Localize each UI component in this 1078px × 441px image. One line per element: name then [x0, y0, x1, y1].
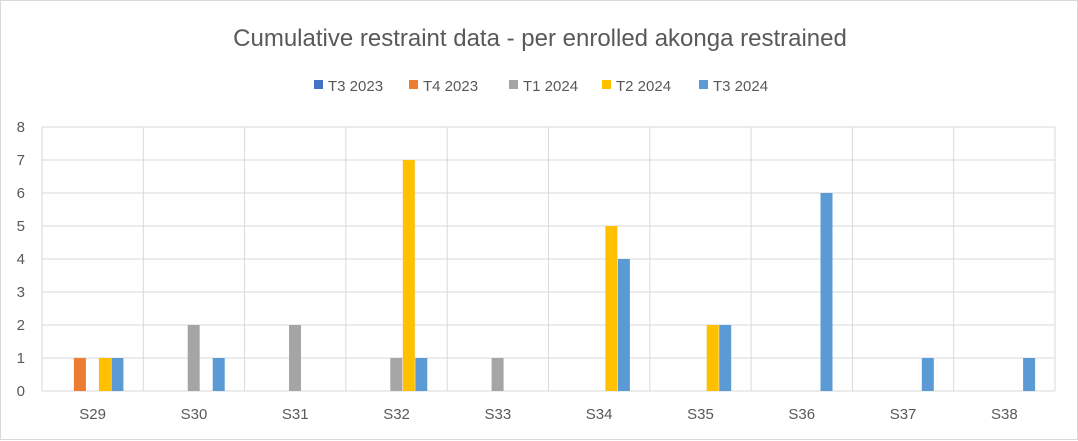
x-tick-label: S37	[890, 406, 917, 423]
bar-t3-2024-s38	[1023, 358, 1036, 391]
bar-t1-2024-s31	[289, 325, 301, 391]
y-tick-label: 7	[17, 152, 25, 169]
x-tick-label: S35	[687, 406, 714, 423]
legend-label: T3 2023	[328, 78, 383, 95]
bar-t3-2024-s29	[111, 358, 124, 391]
legend-swatch	[509, 80, 518, 89]
y-tick-label: 0	[17, 383, 25, 400]
y-axis-ticks: 0 1 2 3 4 5 6 7 8	[17, 119, 25, 400]
legend-label: T4 2023	[423, 78, 478, 95]
x-tick-label: S31	[282, 406, 309, 423]
y-tick-label: 8	[17, 119, 25, 136]
x-tick-label: S34	[586, 406, 613, 423]
bar-t2-2024-s29	[98, 358, 111, 391]
bar-t1-2024-s33	[491, 358, 504, 391]
bar-t2-2024-s35	[706, 325, 719, 391]
legend-swatch	[602, 80, 611, 89]
y-tick-label: 3	[17, 284, 25, 301]
legend-swatch	[409, 80, 418, 89]
x-tick-label: S36	[788, 406, 815, 423]
x-tick-label: S32	[383, 406, 410, 423]
bar-t1-2024-s32	[390, 358, 403, 391]
legend-label: T1 2024	[523, 78, 578, 95]
bar-t2-2024-s34	[605, 226, 618, 391]
bar-t3-2024-s32	[415, 358, 428, 391]
x-tick-label: S38	[991, 406, 1018, 423]
legend-label: T2 2024	[616, 78, 671, 95]
bar-t3-2024-s35	[719, 325, 732, 391]
legend-swatch	[314, 80, 323, 89]
bars	[73, 160, 1036, 391]
bar-t3-2024-s30	[212, 358, 225, 391]
y-tick-label: 4	[17, 251, 25, 268]
bar-t2-2024-s32	[402, 160, 415, 391]
y-tick-label: 2	[17, 317, 25, 334]
y-tick-label: 1	[17, 350, 25, 367]
bar-t3-2024-s37	[921, 358, 934, 391]
chart-title: Cumulative restraint data - per enrolled…	[233, 25, 847, 52]
bar-t3-2024-s34	[617, 259, 630, 391]
y-tick-label: 6	[17, 185, 25, 202]
bar-t1-2024-s30	[187, 325, 200, 391]
x-axis-ticks: S29 S30 S31 S32 S33 S34 S35 S36 S37 S38	[79, 406, 1017, 423]
gridlines	[41, 126, 1056, 392]
legend-swatch	[699, 80, 708, 89]
y-tick-label: 5	[17, 218, 25, 235]
legend: T3 2023 T4 2023 T1 2024 T2 2024 T3 2024	[314, 78, 768, 95]
x-tick-label: S30	[181, 406, 208, 423]
bar-t4-2023-s29	[73, 358, 86, 391]
legend-label: T3 2024	[713, 78, 768, 95]
bar-t3-2024-s36	[820, 193, 833, 391]
x-tick-label: S33	[484, 406, 511, 423]
x-tick-label: S29	[79, 406, 106, 423]
